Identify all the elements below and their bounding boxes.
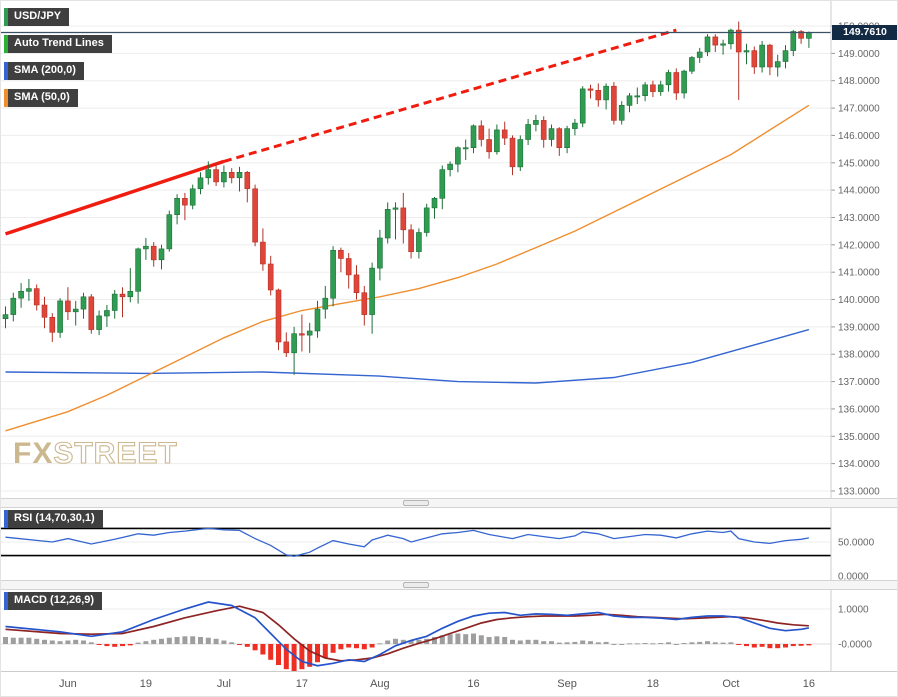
price-tick-label: 136.0000 (838, 404, 880, 415)
price-tick-label: 148.0000 (838, 76, 880, 87)
auto-trend-line (4, 28, 677, 236)
time-axis-label: Jun (59, 678, 77, 690)
sma200-line (5, 328, 810, 384)
time-axis[interactable]: Jun 19 Jul 17 Aug 16 Sep 18 Oct 16 (1, 671, 897, 696)
time-axis-label: Oct (722, 678, 740, 690)
price-tick-label: 146.0000 (838, 131, 880, 142)
price-tick-label: 135.0000 (838, 432, 880, 443)
price-axis[interactable]: 150.0000149.0000148.0000147.0000146.0000… (831, 22, 880, 498)
time-axis-label: 16 (802, 678, 816, 690)
price-tick-label: 143.0000 (838, 213, 880, 224)
macd-signal-line (5, 605, 809, 662)
price-tick-label: 147.0000 (838, 104, 880, 115)
price-tick-label: 138.0000 (838, 350, 880, 361)
price-tick-label: 145.0000 (838, 158, 880, 169)
rsi-line (5, 527, 810, 557)
price-tag: 149.7610 (832, 25, 897, 41)
candles (2, 21, 812, 375)
macd-tick-label: 1.0000 (838, 605, 869, 616)
macd-label[interactable]: MACD (12,26,9) (4, 592, 103, 610)
price-chart-canvas[interactable]: 150.0000149.0000148.0000147.0000146.0000… (1, 1, 898, 498)
rsi-chart-canvas[interactable]: 50.0000 0.0000 (1, 508, 898, 580)
rsi-tick-label: 0.0000 (838, 572, 869, 581)
price-tick-label: 134.0000 (838, 459, 880, 470)
rsi-tick-label: 50.0000 (838, 538, 875, 549)
panel-resize-handle[interactable] (403, 500, 429, 506)
macd-chart-canvas[interactable]: 1.0000 -0.0000 (1, 590, 898, 671)
price-panel[interactable]: 150.0000149.0000148.0000147.0000146.0000… (1, 1, 898, 498)
legend-sma-50[interactable]: SMA (50,0) (4, 89, 78, 107)
indicator-legend: USD/JPY Auto Trend Lines SMA (200,0) SMA… (4, 8, 112, 116)
time-axis-label: 17 (295, 678, 309, 690)
time-axis-label: 19 (139, 678, 153, 690)
legend-symbol[interactable]: USD/JPY (4, 8, 70, 26)
price-tick-label: 140.0000 (838, 295, 880, 306)
panel-divider-rsi[interactable] (1, 498, 897, 508)
legend-sma-200[interactable]: SMA (200,0) (4, 62, 84, 80)
price-tick-label: 144.0000 (838, 186, 880, 197)
rsi-label[interactable]: RSI (14,70,30,1) (4, 510, 103, 528)
price-tick-label: 139.0000 (838, 322, 880, 333)
price-tick-label: 133.0000 (838, 487, 880, 498)
rsi-panel[interactable]: 50.0000 0.0000 RSI (14,70,30,1) (1, 508, 898, 580)
time-axis-label: 18 (646, 678, 660, 690)
watermark-street: STREET (53, 436, 178, 470)
panel-resize-handle[interactable] (403, 582, 429, 588)
macd-tick-label: -0.0000 (838, 640, 872, 651)
time-axis-label: Aug (370, 678, 390, 690)
fxstreet-watermark: FXSTREET (13, 436, 178, 471)
time-axis-label: 16 (467, 678, 480, 690)
price-gridlines (1, 25, 831, 492)
macd-histogram (3, 633, 812, 671)
price-tick-label: 137.0000 (838, 377, 880, 388)
price-tick-label: 141.0000 (838, 268, 880, 279)
price-tick-label: 142.0000 (838, 240, 880, 251)
time-axis-label: Sep (557, 678, 577, 690)
time-axis-label: Jul (216, 678, 231, 690)
watermark-fx: FX (13, 437, 54, 470)
legend-auto-trend-lines[interactable]: Auto Trend Lines (4, 35, 112, 53)
macd-line (5, 601, 810, 667)
sma50-line (5, 104, 810, 432)
panel-divider-macd[interactable] (1, 580, 897, 590)
macd-panel[interactable]: 1.0000 -0.0000 MACD (12,26,9) (1, 590, 898, 671)
price-tick-label: 149.0000 (838, 49, 880, 60)
